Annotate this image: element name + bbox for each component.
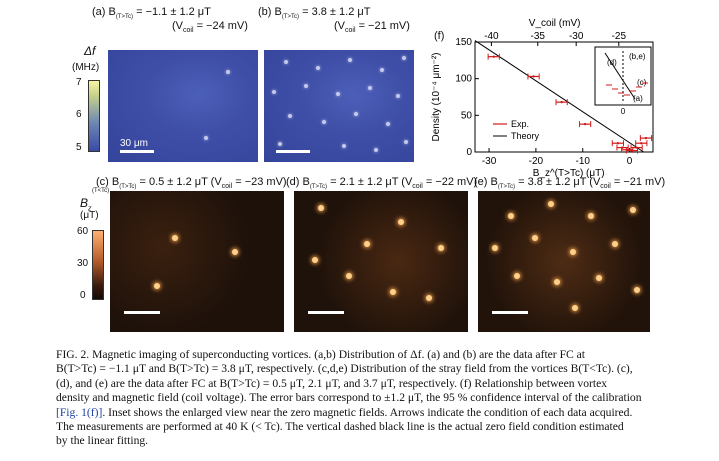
top-tick-label: -40 xyxy=(484,31,499,42)
colorbar-top-tick: 6 xyxy=(76,109,82,120)
panel-b-title: (b) B(T>Tc) = 3.8 ± 1.2 μT xyxy=(258,6,371,21)
scale-bar xyxy=(120,150,154,153)
panel-e-image xyxy=(478,191,650,332)
colorbar-bottom-sup: (T<Tc) xyxy=(92,188,110,194)
exp-point xyxy=(560,100,563,104)
colorbar-top-symbol: Δf xyxy=(84,44,96,58)
exp-point xyxy=(532,75,535,78)
y-tick-label: 50 xyxy=(461,110,473,121)
inset-label: (c) xyxy=(637,78,647,87)
y-tick-label: 0 xyxy=(466,147,472,158)
panel-b-image xyxy=(264,50,414,162)
inset-tick-label: 0 xyxy=(621,107,626,116)
top-tick-label: -30 xyxy=(569,31,584,42)
top-tick-label: -25 xyxy=(612,31,627,42)
legend-exp-label: Exp. xyxy=(511,119,529,129)
theory-line xyxy=(474,40,644,153)
colorbar-bottom-symbol: Bz xyxy=(80,196,92,213)
scale-bar-label: 30 μm xyxy=(120,138,148,149)
colorbar-top-unit: (MHz) xyxy=(72,62,100,73)
x-tick-label: 0 xyxy=(627,156,633,167)
panel-f-chart: 0 50 100 150 -30 -20 -10 0 -40 -35 -30 -25 V_coil (m… xyxy=(431,18,654,179)
caption-line: density and magnetic field (coil voltage… xyxy=(56,391,642,405)
panel-e-title: (e) B(T>Tc) = 3.8 ± 1.2 μT (Vcoil = −21 … xyxy=(474,176,666,191)
caption-line: The measurements are performed at 40 K (… xyxy=(56,420,624,434)
colorbar-bottom xyxy=(92,230,104,300)
panel-f-label: (f) xyxy=(434,30,445,42)
colorbar-bottom-tick: 0 xyxy=(80,290,86,301)
panel-a-image: 30 μm xyxy=(108,50,258,162)
colorbar-top xyxy=(88,80,100,152)
colorbar-bottom-tick: 60 xyxy=(77,226,89,237)
caption-citation-link[interactable]: [Fig. 1(f)] xyxy=(56,405,103,419)
scale-bar xyxy=(276,150,310,153)
top-axis-label: V_coil (mV) xyxy=(529,18,581,29)
x-tick-label: -20 xyxy=(529,156,544,167)
exp-point xyxy=(635,146,638,149)
colorbar-bottom-unit: (μT) xyxy=(80,210,99,221)
top-tick-label: -35 xyxy=(531,31,546,42)
panel-a-coil: (Vcoil = −24 mV) xyxy=(172,20,248,35)
inset-label: (a) xyxy=(633,94,643,103)
plot-frame xyxy=(474,41,654,153)
y-tick-label: 150 xyxy=(455,37,472,48)
inset-label: (d) xyxy=(607,58,617,67)
colorbar-top-tick: 7 xyxy=(76,77,82,88)
panel-a-title: (a) B(T>Tc) = −1.1 ± 1.2 μT xyxy=(92,6,211,21)
exp-point xyxy=(640,142,643,145)
x-axis-label: B_z^(T>Tc) (μT) xyxy=(533,168,605,179)
exp-point xyxy=(644,136,648,140)
x-tick-label: -10 xyxy=(576,156,591,167)
exp-point xyxy=(616,142,620,145)
caption-line: B(T>Tc) = −1.1 μT and B(T>Tc) = 3.8 μT, … xyxy=(56,362,633,376)
caption-line: by the linear fitting. xyxy=(56,434,149,448)
caption-line: [Fig. 1(f)]. Inset shows the enlarged vi… xyxy=(56,405,633,419)
colorbar-bottom-tick: 30 xyxy=(77,258,89,269)
y-axis-label: Density (10⁻⁴ μm⁻²) xyxy=(431,53,442,142)
figure-caption: FIG. 2. Magnetic imaging of superconduct… xyxy=(56,348,707,449)
inset-label: (b,e) xyxy=(629,52,646,61)
colorbar-top-tick: 5 xyxy=(76,142,82,153)
y-tick-label: 100 xyxy=(455,74,472,85)
scale-bar xyxy=(124,311,160,314)
panel-d-image xyxy=(294,191,468,332)
caption-line: FIG. 2. Magnetic imaging of superconduct… xyxy=(56,348,586,361)
legend-theory-label: Theory xyxy=(511,131,540,141)
panel-b-coil: (Vcoil = −21 mV) xyxy=(334,20,410,35)
scale-bar xyxy=(492,311,528,314)
exp-point xyxy=(492,55,495,58)
caption-line: (d), and (e) are the data after FC at B(… xyxy=(56,376,608,390)
panel-c-image xyxy=(110,191,284,332)
scale-bar xyxy=(308,311,344,314)
x-tick-label: -30 xyxy=(482,156,497,167)
exp-point xyxy=(583,122,587,126)
panel-c-title: (c) B(T>Tc) = 0.5 ± 1.2 μT (Vcoil = −23 … xyxy=(96,176,287,191)
panel-d-title: (d) B(T>Tc) = 2.1 ± 1.2 μT (Vcoil = −22 … xyxy=(286,176,478,191)
